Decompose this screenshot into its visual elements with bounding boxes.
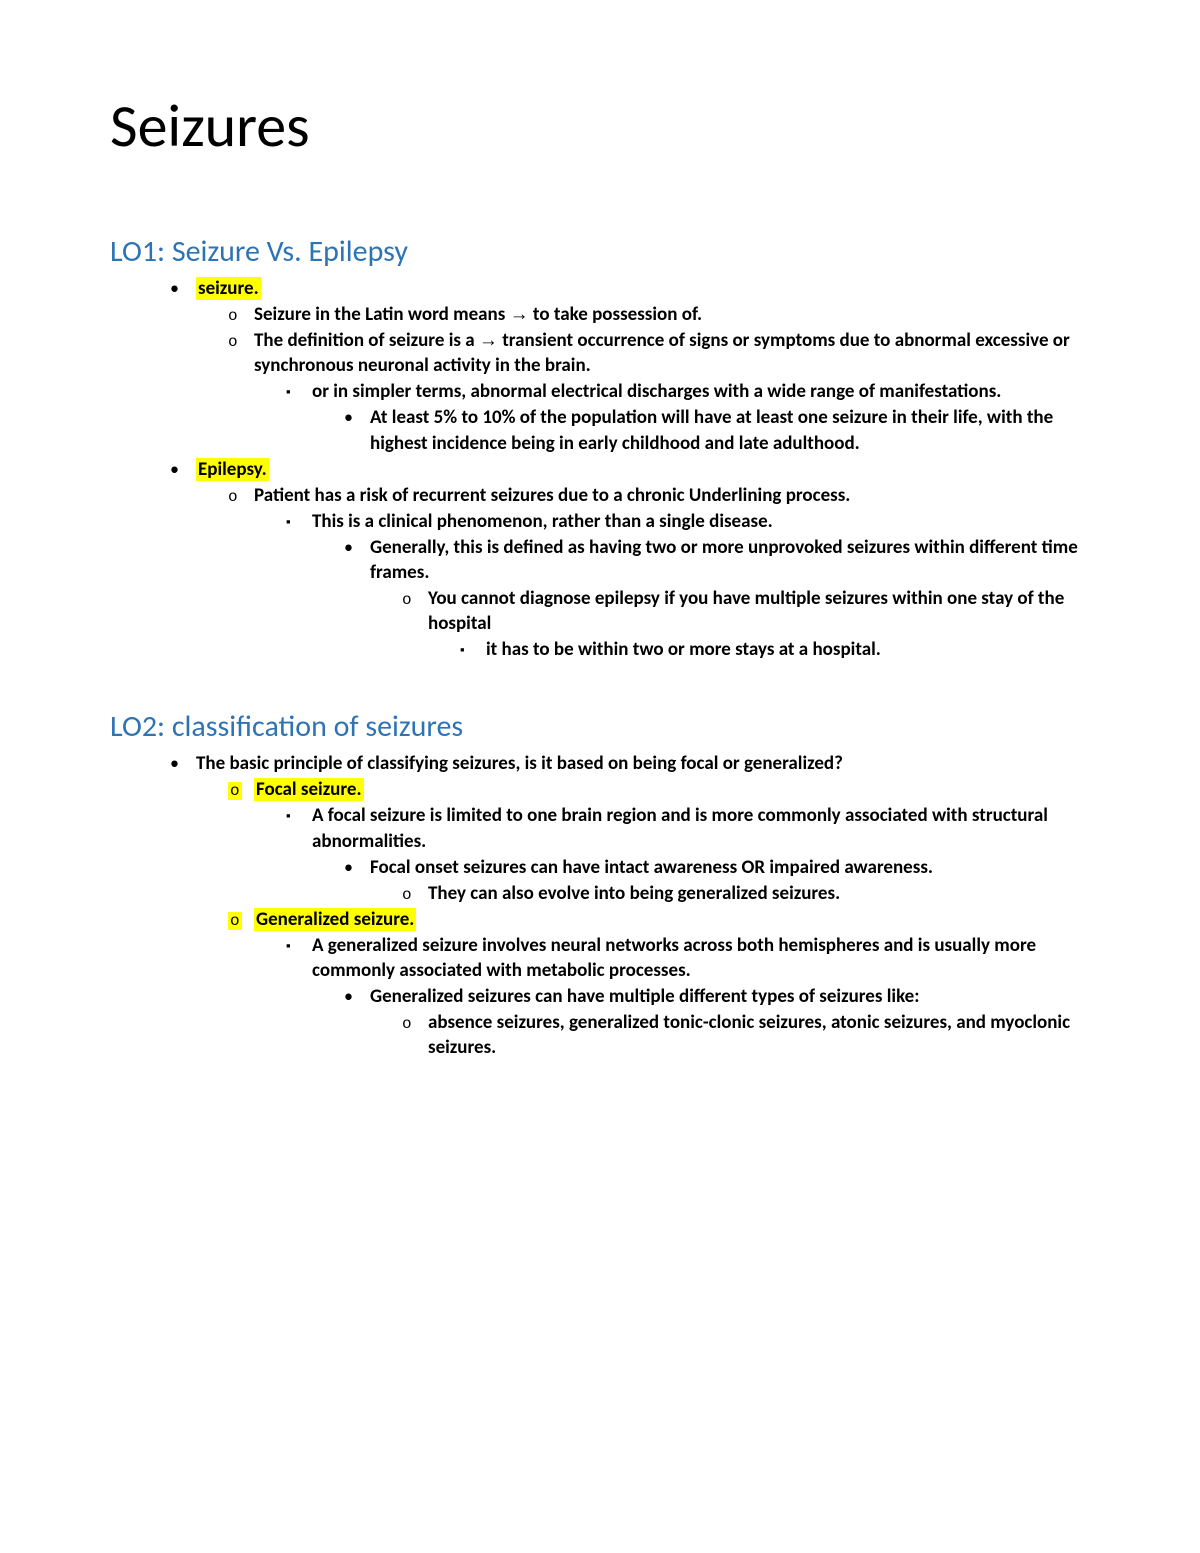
lo1-seizure-item: seizure. bbox=[110, 276, 1090, 301]
list-item: The definition of seizure is a → transie… bbox=[110, 328, 1090, 378]
bullet-circle-icon bbox=[402, 1010, 428, 1035]
text-line: it has to be within two or more stays at… bbox=[486, 637, 1090, 662]
bullet-square-icon bbox=[286, 803, 312, 828]
text-line: The basic principle of classifying seizu… bbox=[196, 751, 1090, 776]
bullet-circle-icon bbox=[402, 586, 428, 611]
lo1-heading: LO1: Seizure Vs. Epilepsy bbox=[110, 233, 1090, 270]
bullet-square-icon bbox=[460, 637, 486, 662]
text-line: Seizure in the Latin word means → to tak… bbox=[254, 302, 1090, 327]
bullet-circle-icon bbox=[228, 328, 254, 353]
bullet-dot-icon bbox=[344, 535, 370, 560]
list-item: Generalized seizures can have multiple d… bbox=[110, 984, 1090, 1009]
highlighted-term: Epilepsy. bbox=[196, 458, 269, 481]
bullet-square-icon bbox=[286, 379, 312, 404]
bullet-circle-icon: o bbox=[228, 777, 254, 802]
list-item: A generalized seizure involves neural ne… bbox=[110, 933, 1090, 983]
page-title: Seizures bbox=[110, 90, 1090, 163]
text-line: Generally, this is defined as having two… bbox=[370, 535, 1090, 585]
bullet-circle-icon: o bbox=[228, 907, 254, 932]
list-item: This is a clinical phenomenon, rather th… bbox=[110, 509, 1090, 534]
text-line: absence seizures, generalized tonic-clon… bbox=[428, 1010, 1090, 1060]
list-item: absence seizures, generalized tonic-clon… bbox=[110, 1010, 1090, 1060]
bullet-circle-icon bbox=[228, 302, 254, 327]
bullet-disc-icon bbox=[170, 457, 196, 482]
list-item: Generally, this is defined as having two… bbox=[110, 535, 1090, 585]
bullet-circle-icon bbox=[228, 483, 254, 508]
text-line: or in simpler terms, abnormal electrical… bbox=[312, 379, 1090, 404]
list-item: Focal onset seizures can have intact awa… bbox=[110, 855, 1090, 880]
text-line: They can also evolve into being generali… bbox=[428, 881, 1090, 906]
lo1-epilepsy-item: Epilepsy. bbox=[110, 457, 1090, 482]
bullet-dot-icon bbox=[344, 405, 370, 430]
list-item: A focal seizure is limited to one brain … bbox=[110, 803, 1090, 853]
bullet-dot-icon bbox=[344, 984, 370, 1009]
list-item: They can also evolve into being generali… bbox=[110, 881, 1090, 906]
document-page: Seizures LO1: Seizure Vs. Epilepsy seizu… bbox=[0, 0, 1200, 1151]
lo2-focal-item: o Focal seizure. bbox=[110, 777, 1090, 802]
text-line: Focal onset seizures can have intact awa… bbox=[370, 855, 1090, 880]
text-line: You cannot diagnose epilepsy if you have… bbox=[428, 586, 1090, 636]
highlighted-term: seizure. bbox=[196, 277, 261, 300]
text-line: A focal seizure is limited to one brain … bbox=[312, 803, 1090, 853]
list-item: At least 5% to 10% of the population wil… bbox=[110, 405, 1090, 455]
bullet-disc-icon bbox=[170, 276, 196, 301]
bullet-square-icon bbox=[286, 509, 312, 534]
bullet-square-icon bbox=[286, 933, 312, 958]
text-line: This is a clinical phenomenon, rather th… bbox=[312, 509, 1090, 534]
list-item: You cannot diagnose epilepsy if you have… bbox=[110, 586, 1090, 636]
highlighted-term: Generalized seizure. bbox=[254, 908, 416, 931]
text-line: A generalized seizure involves neural ne… bbox=[312, 933, 1090, 983]
text-line: Patient has a risk of recurrent seizures… bbox=[254, 483, 1090, 508]
bullet-dot-icon bbox=[344, 855, 370, 880]
list-item: Seizure in the Latin word means → to tak… bbox=[110, 302, 1090, 327]
list-item: or in simpler terms, abnormal electrical… bbox=[110, 379, 1090, 404]
text-line: Generalized seizures can have multiple d… bbox=[370, 984, 1090, 1009]
bullet-circle-icon bbox=[402, 881, 428, 906]
list-item: Patient has a risk of recurrent seizures… bbox=[110, 483, 1090, 508]
list-item: it has to be within two or more stays at… bbox=[110, 637, 1090, 662]
text-line: The definition of seizure is a → transie… bbox=[254, 328, 1090, 378]
bullet-dot-icon bbox=[170, 751, 196, 776]
text-line: At least 5% to 10% of the population wil… bbox=[370, 405, 1090, 455]
highlighted-term: Focal seizure. bbox=[254, 778, 364, 801]
list-item: The basic principle of classifying seizu… bbox=[110, 751, 1090, 776]
lo2-generalized-item: o Generalized seizure. bbox=[110, 907, 1090, 932]
lo2-heading: LO2: classification of seizures bbox=[110, 708, 1090, 745]
